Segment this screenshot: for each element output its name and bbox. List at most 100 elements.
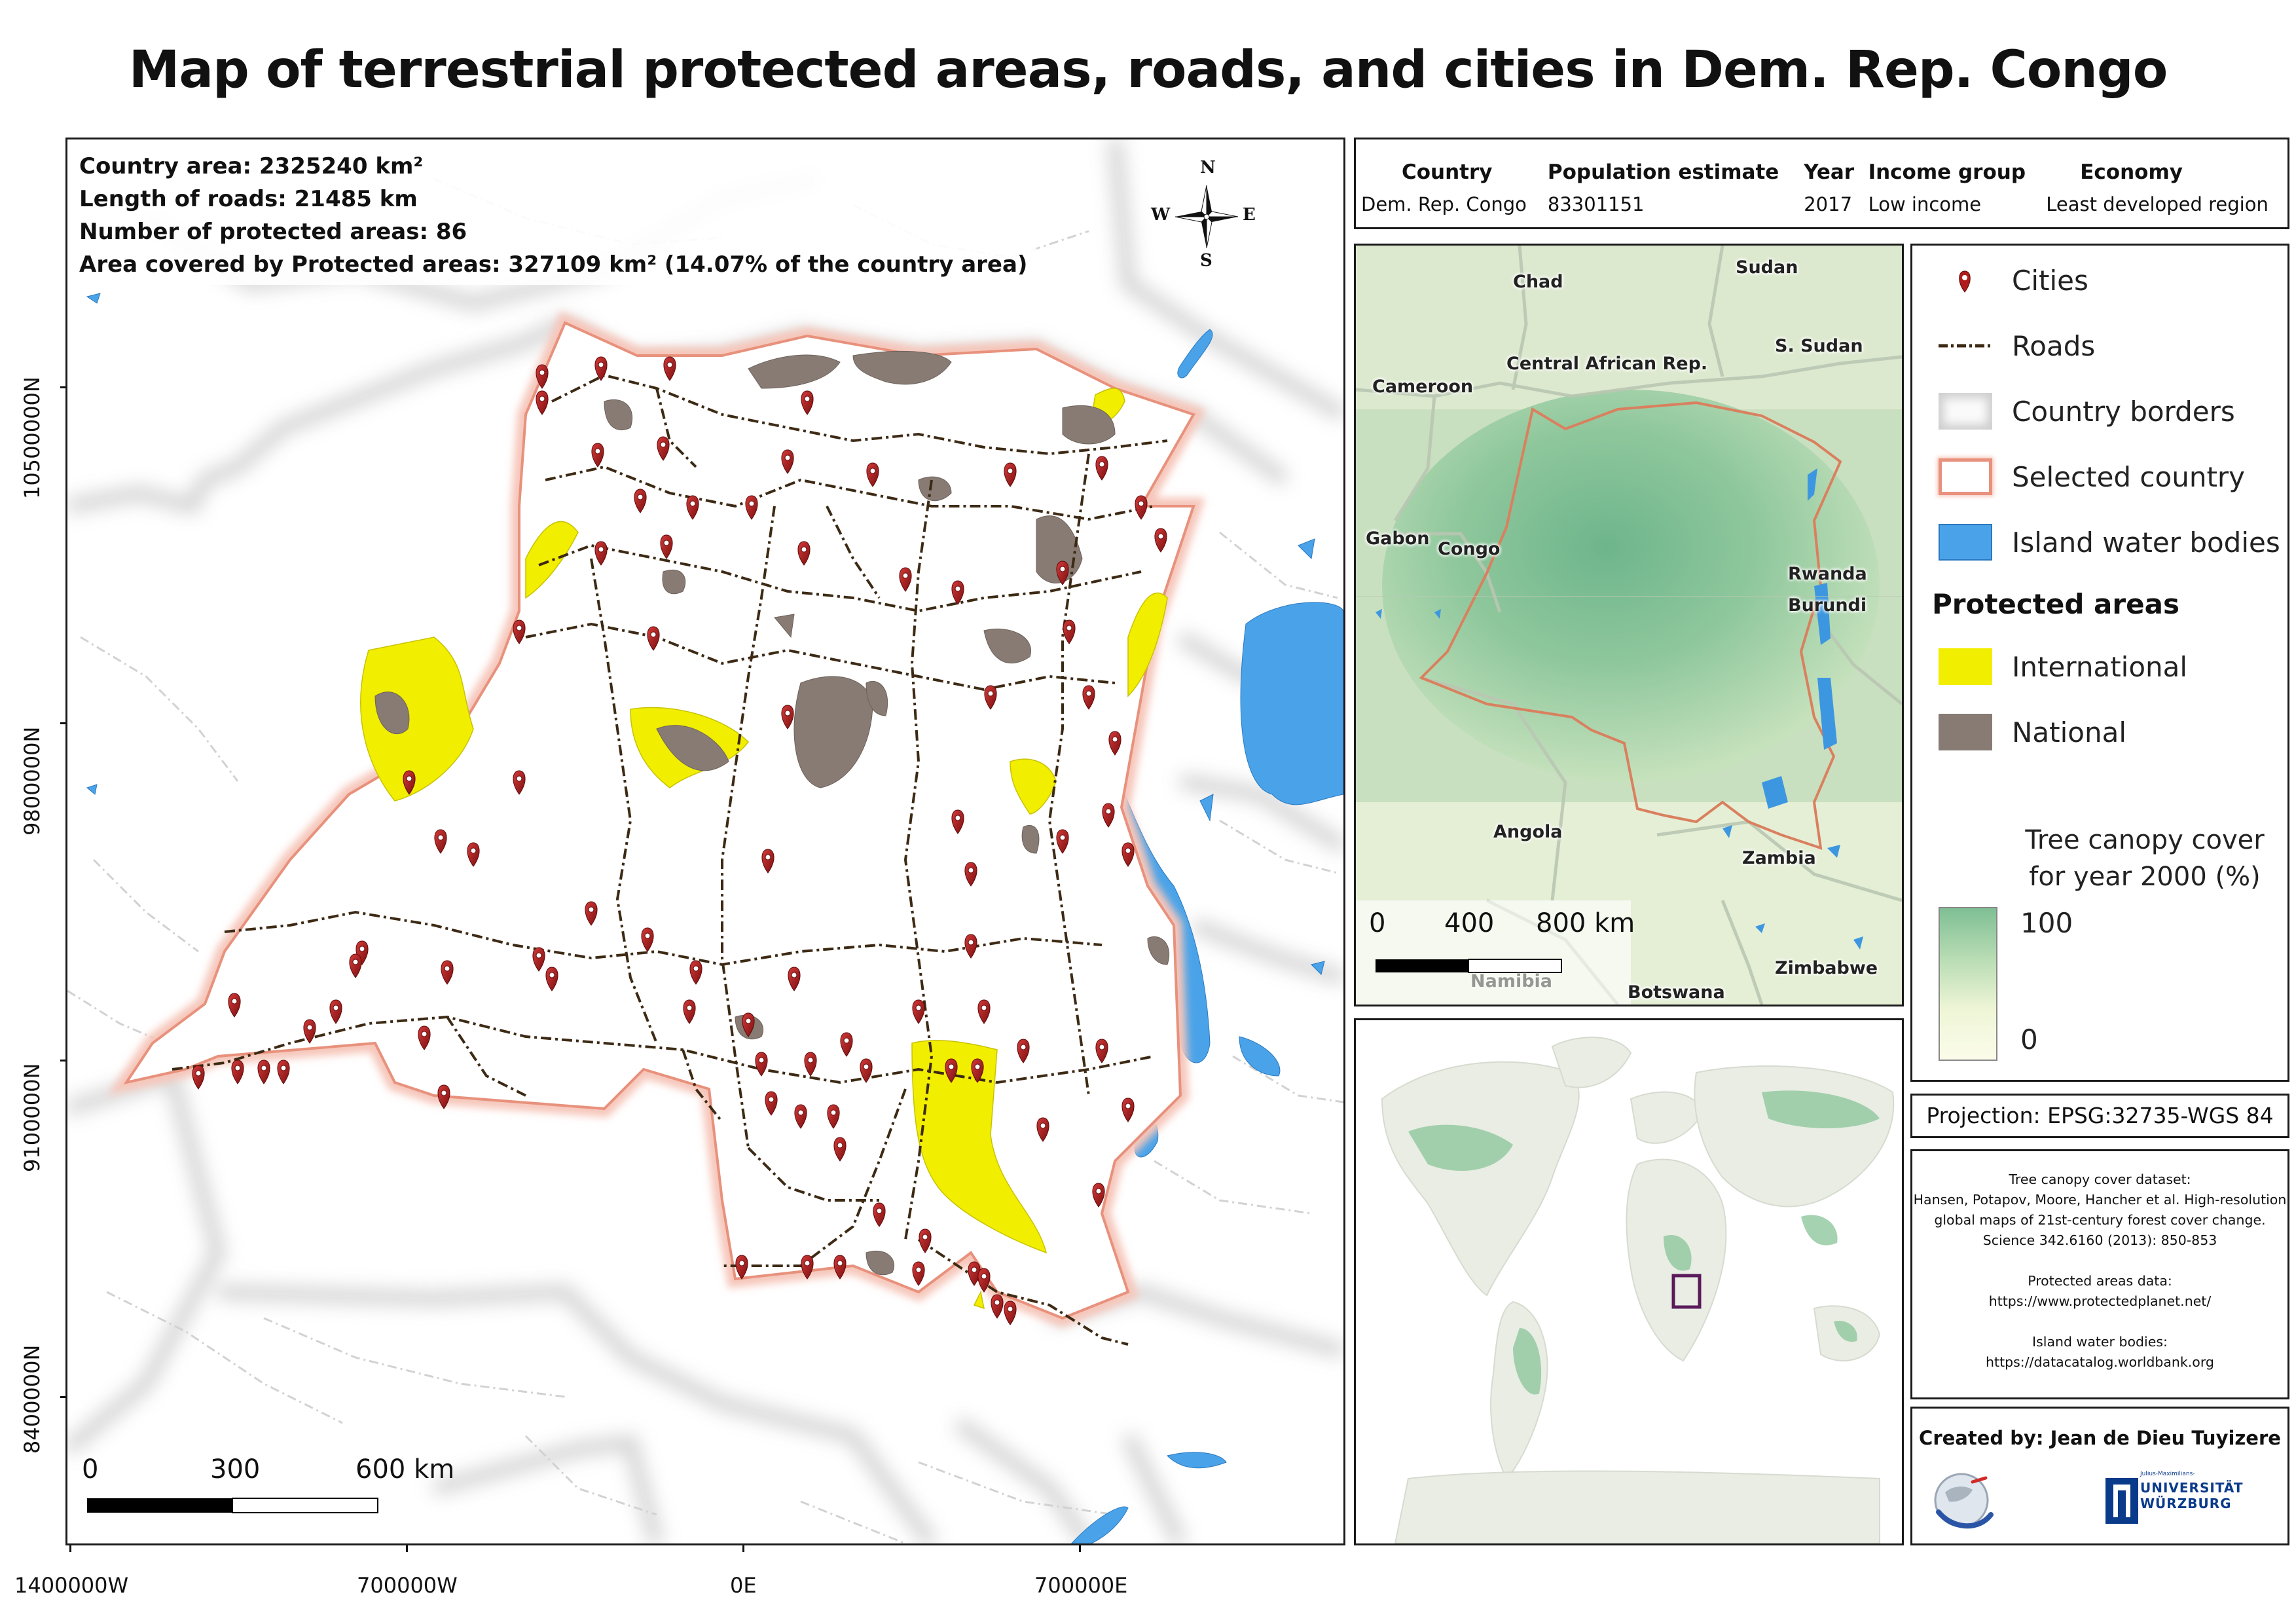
- city-pin[interactable]: [257, 1060, 270, 1084]
- city-pin[interactable]: [1082, 685, 1095, 710]
- city-pin[interactable]: [1154, 528, 1167, 553]
- city-pin[interactable]: [951, 580, 964, 605]
- city-pin[interactable]: [228, 993, 241, 1018]
- city-pin[interactable]: [634, 489, 647, 513]
- city-pin[interactable]: [1102, 803, 1115, 828]
- source-link[interactable]: https://www.protectedplanet.net/: [1988, 1293, 2212, 1309]
- city-pin[interactable]: [1063, 619, 1076, 644]
- city-pin[interactable]: [663, 356, 676, 381]
- city-pin[interactable]: [912, 1261, 925, 1286]
- city-pin[interactable]: [594, 356, 608, 381]
- university-wurzburg-logo: Julius-Maximilians- UNIVERSITÄT WÜRZBURG: [2102, 1471, 2242, 1533]
- city-pin[interactable]: [536, 364, 549, 389]
- city-pin[interactable]: [403, 770, 416, 795]
- world-locator-map[interactable]: [1354, 1018, 1904, 1545]
- city-pin[interactable]: [977, 1268, 991, 1293]
- city-pin[interactable]: [984, 685, 997, 710]
- africa-inset-map[interactable]: Chad Sudan Central African Rep. S. Sudan…: [1354, 244, 1904, 1006]
- city-pin[interactable]: [683, 999, 696, 1024]
- city-pin[interactable]: [591, 443, 604, 468]
- table-header: Economy: [2080, 160, 2183, 184]
- city-pin[interactable]: [545, 967, 558, 991]
- city-pin[interactable]: [840, 1032, 853, 1057]
- city-pin[interactable]: [641, 927, 654, 952]
- city-pin[interactable]: [873, 1202, 886, 1227]
- city-pin[interactable]: [467, 842, 480, 867]
- city-pin[interactable]: [899, 567, 912, 592]
- city-pin[interactable]: [866, 462, 879, 487]
- city-pin[interactable]: [1056, 829, 1069, 854]
- city-pin[interactable]: [513, 770, 526, 795]
- source-link[interactable]: https://datacatalog.worldbank.org: [1986, 1354, 2214, 1370]
- city-pin[interactable]: [532, 947, 545, 972]
- city-pin[interactable]: [964, 862, 977, 887]
- city-pin[interactable]: [660, 534, 673, 559]
- city-pin[interactable]: [1092, 1183, 1105, 1208]
- city-pin[interactable]: [434, 829, 447, 854]
- city-pin[interactable]: [1135, 495, 1148, 520]
- city-pin[interactable]: [781, 705, 794, 729]
- city-pin[interactable]: [1017, 1039, 1030, 1063]
- city-pin[interactable]: [945, 1058, 958, 1083]
- city-pin[interactable]: [765, 1091, 778, 1116]
- city-pin[interactable]: [418, 1025, 431, 1050]
- city-pin[interactable]: [860, 1058, 873, 1083]
- city-pin[interactable]: [1004, 462, 1017, 487]
- city-pin[interactable]: [781, 449, 794, 474]
- city-pin[interactable]: [689, 960, 702, 985]
- city-pin[interactable]: [192, 1065, 205, 1090]
- city-pin[interactable]: [686, 495, 699, 520]
- city-pin[interactable]: [1095, 456, 1108, 481]
- city-pin[interactable]: [594, 541, 608, 566]
- city-pin[interactable]: [585, 901, 598, 926]
- city-pin[interactable]: [745, 495, 758, 520]
- main-map[interactable]: Country area: 2325240 km² Length of road…: [65, 138, 1345, 1545]
- city-pin[interactable]: [231, 1060, 244, 1084]
- city-pin[interactable]: [742, 1012, 755, 1037]
- city-pin[interactable]: [833, 1137, 847, 1162]
- city-pin[interactable]: [964, 934, 977, 959]
- city-pin[interactable]: [761, 849, 774, 874]
- city-pin[interactable]: [919, 1228, 932, 1253]
- city-pin[interactable]: [647, 626, 660, 651]
- legend-item-country-borders: Country borders: [1939, 393, 2235, 430]
- city-pin[interactable]: [349, 953, 362, 978]
- city-pin[interactable]: [991, 1294, 1004, 1319]
- city-pin[interactable]: [303, 1019, 316, 1044]
- city-pin[interactable]: [735, 1255, 748, 1280]
- legend-item-water: Island water bodies: [1939, 524, 2280, 561]
- city-pin[interactable]: [1056, 561, 1069, 585]
- source-line: Tree canopy cover dataset:: [2009, 1172, 2191, 1187]
- city-pin[interactable]: [833, 1255, 847, 1280]
- city-pin[interactable]: [1108, 731, 1121, 756]
- compass-s: S: [1200, 251, 1212, 270]
- city-pin[interactable]: [513, 619, 526, 644]
- city-pin[interactable]: [912, 999, 925, 1024]
- city-pin[interactable]: [1121, 842, 1135, 867]
- city-pin[interactable]: [1095, 1039, 1108, 1063]
- city-pin[interactable]: [971, 1058, 984, 1083]
- city-pin[interactable]: [977, 999, 991, 1024]
- x-tick-label: 0E: [730, 1573, 757, 1598]
- city-pin[interactable]: [801, 390, 814, 415]
- y-tick-label: 10500000N: [20, 377, 45, 499]
- city-pin[interactable]: [1004, 1301, 1017, 1325]
- city-pin[interactable]: [1036, 1117, 1049, 1142]
- city-pin[interactable]: [801, 1255, 814, 1280]
- city-pin[interactable]: [657, 436, 670, 461]
- city-pin[interactable]: [794, 1104, 807, 1129]
- city-pin[interactable]: [788, 967, 801, 991]
- legend-item-cities: Cities: [1939, 262, 2088, 299]
- city-pin[interactable]: [951, 809, 964, 834]
- city-pin[interactable]: [277, 1060, 290, 1084]
- city-pin[interactable]: [536, 390, 549, 415]
- city-pin[interactable]: [441, 960, 454, 985]
- city-pin[interactable]: [797, 541, 811, 566]
- city-pin[interactable]: [437, 1084, 450, 1109]
- world-forests: [1408, 1090, 1880, 1395]
- city-pin[interactable]: [827, 1104, 840, 1129]
- city-pin[interactable]: [1121, 1098, 1135, 1122]
- city-pin[interactable]: [755, 1052, 768, 1077]
- city-pin[interactable]: [804, 1052, 817, 1077]
- city-pin[interactable]: [329, 999, 342, 1024]
